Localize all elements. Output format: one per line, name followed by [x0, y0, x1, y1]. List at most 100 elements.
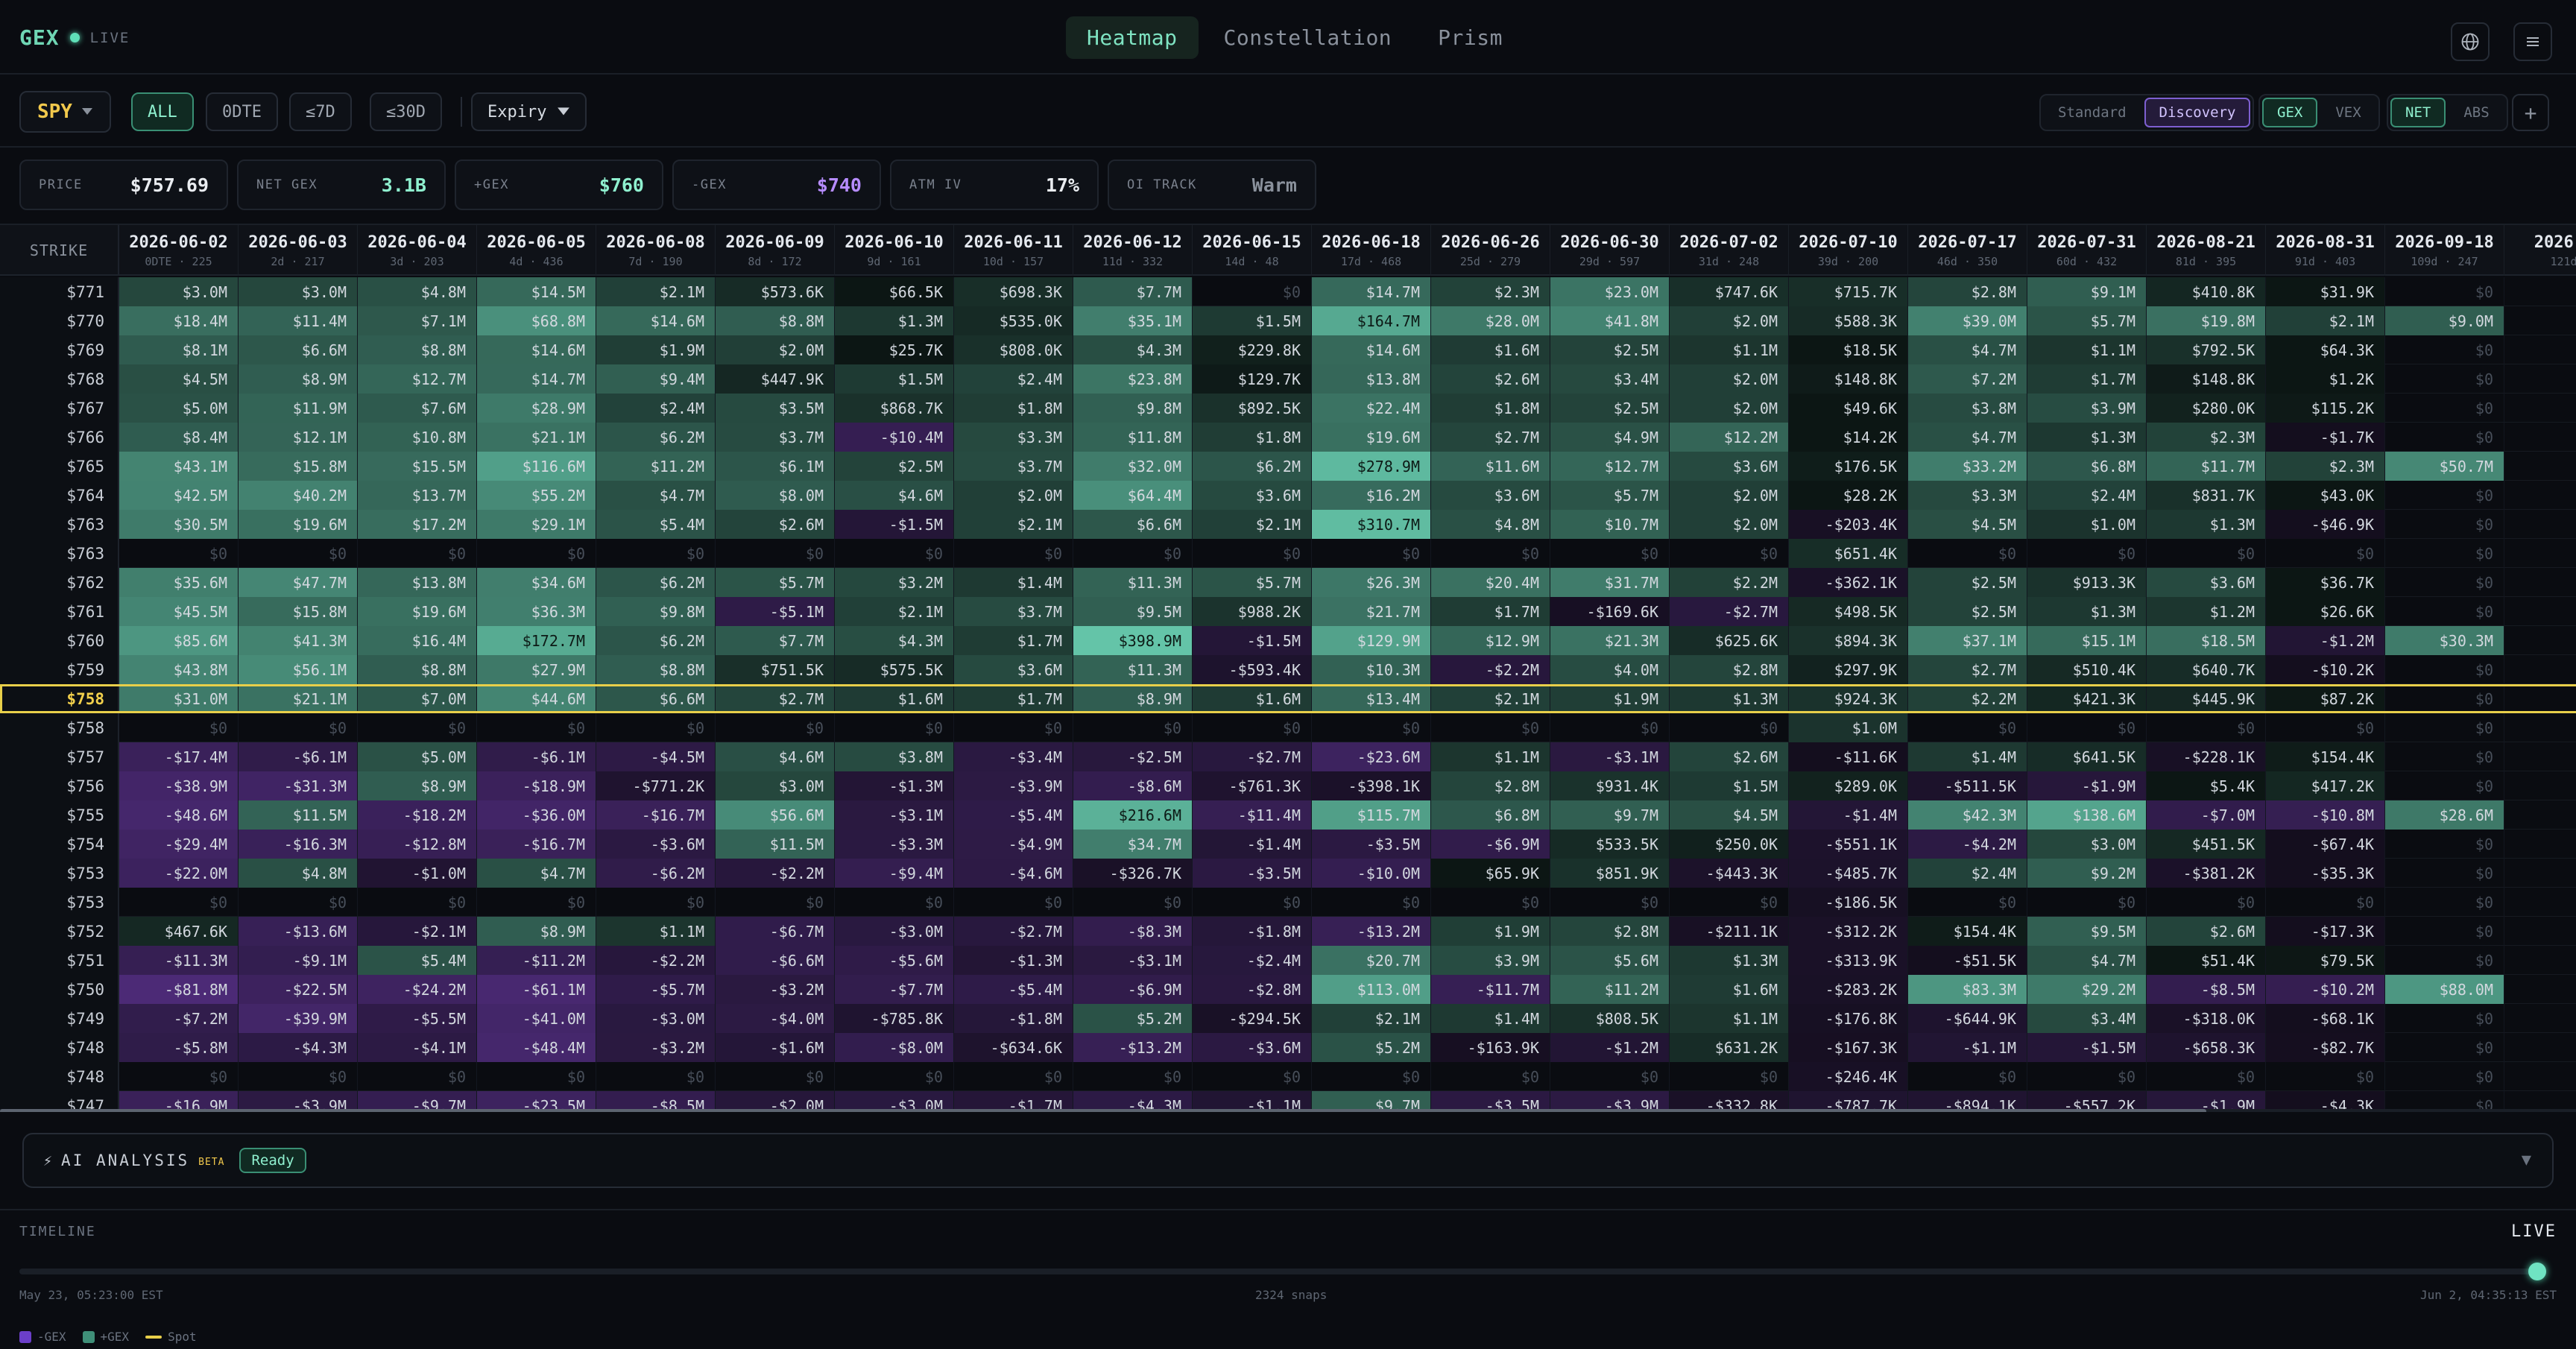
heatmap-cell[interactable]: $5.2M — [1312, 1033, 1431, 1062]
heatmap-cell[interactable]: -$511.5K — [1908, 771, 2027, 800]
heatmap-cell[interactable]: $1.1M — [1431, 742, 1550, 771]
heatmap-cell[interactable]: -$82.7K — [2266, 1033, 2385, 1062]
heatmap-cell[interactable]: $11.5M — [716, 830, 835, 859]
heatmap-cell[interactable]: $3.0M — [2027, 830, 2147, 859]
heatmap-cell[interactable]: $9.0M — [2385, 306, 2504, 335]
heatmap-cell[interactable]: $42.3M — [1908, 800, 2027, 830]
heatmap-cell[interactable]: $0 — [2385, 539, 2504, 568]
heatmap-cell[interactable]: $1.9M — [1431, 917, 1550, 946]
heatmap-cell[interactable]: -$8.6M — [1073, 771, 1193, 800]
heatmap-cell[interactable]: -$3.2M — [596, 1033, 716, 1062]
heatmap-cell[interactable]: $23.0M — [1550, 277, 1670, 306]
heatmap-cell[interactable]: $4.7M — [596, 481, 716, 510]
heatmap-cell[interactable]: $0 — [2385, 597, 2504, 626]
heatmap-cell[interactable]: -$485.7K — [1789, 859, 1908, 888]
heatmap-cell[interactable]: $0 — [239, 1062, 358, 1091]
heatmap-cell[interactable]: $1.1M — [2027, 335, 2147, 364]
heatmap-cell[interactable]: -$36.0M — [477, 800, 596, 830]
heatmap-cell[interactable]: -$4.2M — [1908, 830, 2027, 859]
heatmap-cell[interactable]: $250.0K — [1670, 830, 1789, 859]
heatmap-cell[interactable]: $26.6K — [2266, 597, 2385, 626]
heatmap-cell[interactable] — [2504, 510, 2576, 539]
heatmap-cell[interactable]: $47.7M — [239, 568, 358, 597]
heatmap-cell[interactable]: $2.7M — [716, 684, 835, 713]
heatmap-cell[interactable]: $1.4M — [1431, 1004, 1550, 1033]
heatmap-cell[interactable]: $30.5M — [119, 510, 239, 539]
heatmap-cell[interactable]: -$1.5M — [1193, 626, 1312, 655]
heatmap-cell[interactable]: $43.8M — [119, 655, 239, 684]
heatmap-cell[interactable]: $4.3M — [1073, 335, 1193, 364]
heatmap-cell[interactable]: $11.5M — [239, 800, 358, 830]
heatmap-cell[interactable]: $5.4K — [2147, 771, 2266, 800]
heatmap-cell[interactable]: -$2.0M — [716, 1091, 835, 1112]
heatmap-cell[interactable]: $0 — [2385, 1004, 2504, 1033]
heatmap-cell[interactable]: $16.2M — [1312, 481, 1431, 510]
heatmap-cell[interactable]: $2.8M — [1908, 277, 2027, 306]
ticker-select[interactable]: SPY — [19, 91, 111, 133]
heatmap-cell[interactable]: $0 — [2385, 917, 2504, 946]
heatmap-cell[interactable]: $0 — [596, 539, 716, 568]
heatmap-cell[interactable]: $1.3M — [1670, 684, 1789, 713]
heatmap-cell[interactable]: $116.6M — [477, 452, 596, 481]
heatmap-cell[interactable]: $533.5K — [1550, 830, 1670, 859]
heatmap-cell[interactable]: $451.5K — [2147, 830, 2266, 859]
heatmap-cell[interactable]: -$3.9M — [239, 1091, 358, 1112]
heatmap-cell[interactable]: -$312.2K — [1789, 917, 1908, 946]
heatmap-cell[interactable]: $0 — [1193, 277, 1312, 306]
heatmap-cell[interactable]: $11.4M — [239, 306, 358, 335]
filter-0dte[interactable]: 0DTE — [206, 92, 278, 131]
heatmap-cell[interactable]: $1.5M — [835, 364, 954, 394]
heatmap-cell[interactable]: $0 — [2385, 1033, 2504, 1062]
heatmap-cell[interactable] — [2504, 364, 2576, 394]
heatmap-cell[interactable]: $0 — [2147, 1062, 2266, 1091]
heatmap-cell[interactable]: $0 — [119, 539, 239, 568]
heatmap-cell[interactable]: $2.2M — [1670, 568, 1789, 597]
heatmap-cell[interactable]: $29.2M — [2027, 975, 2147, 1004]
heatmap-cell[interactable]: $0 — [2385, 481, 2504, 510]
heatmap-cell[interactable]: $0 — [1193, 1062, 1312, 1091]
heatmap-cell[interactable]: $0 — [2385, 568, 2504, 597]
column-header[interactable]: 2026-07-02 31d · 248 — [1670, 225, 1789, 276]
heatmap-cell[interactable]: -$2.7M — [1670, 597, 1789, 626]
heatmap-cell[interactable]: $0 — [1550, 713, 1670, 742]
heatmap-cell[interactable]: -$48.6M — [119, 800, 239, 830]
heatmap-cell[interactable]: $21.1M — [239, 684, 358, 713]
heatmap-cell[interactable]: $6.8M — [1431, 800, 1550, 830]
heatmap-cell[interactable]: $1.1M — [1670, 1004, 1789, 1033]
heatmap-cell[interactable]: -$246.4K — [1789, 1062, 1908, 1091]
heatmap-cell[interactable]: $0 — [1073, 713, 1193, 742]
heatmap-cell[interactable]: -$11.6K — [1789, 742, 1908, 771]
heatmap-cell[interactable]: -$3.0M — [835, 1091, 954, 1112]
heatmap-cell[interactable]: $1.5M — [1193, 306, 1312, 335]
heatmap-cell[interactable]: $19.6M — [1312, 423, 1431, 452]
heatmap-cell[interactable]: $498.5K — [1789, 597, 1908, 626]
heatmap-cell[interactable]: -$163.9K — [1431, 1033, 1550, 1062]
heatmap-cell[interactable]: -$5.4M — [954, 800, 1073, 830]
heatmap-cell[interactable]: $39.0M — [1908, 306, 2027, 335]
column-header[interactable]: 2026-08-21 81d · 395 — [2147, 225, 2266, 276]
heatmap-cell[interactable]: $3.7M — [716, 423, 835, 452]
heatmap-cell[interactable]: $1.3M — [1670, 946, 1789, 975]
heatmap-cell[interactable]: -$1.8M — [1193, 917, 1312, 946]
heatmap-cell[interactable]: $913.3K — [2027, 568, 2147, 597]
heatmap-cell[interactable]: $0 — [596, 888, 716, 917]
heatmap-cell[interactable]: $0 — [2027, 1062, 2147, 1091]
heatmap-cell[interactable]: $1.6M — [1670, 975, 1789, 1004]
heatmap-cell[interactable]: -$593.4K — [1193, 655, 1312, 684]
heatmap-cell[interactable]: $28.9M — [477, 394, 596, 423]
heatmap-cell[interactable]: $36.3M — [477, 597, 596, 626]
heatmap-cell[interactable]: $0 — [1193, 888, 1312, 917]
heatmap-cell[interactable]: $3.6M — [2147, 568, 2266, 597]
heatmap-cell[interactable]: $1.6M — [1431, 335, 1550, 364]
heatmap-cell[interactable]: $50.7M — [2385, 452, 2504, 481]
heatmap-cell[interactable]: $4.3M — [835, 626, 954, 655]
heatmap-cell[interactable]: $0 — [1073, 539, 1193, 568]
heatmap-cell[interactable]: $6.6M — [1073, 510, 1193, 539]
heatmap-cell[interactable]: $3.9M — [1431, 946, 1550, 975]
heatmap-cell[interactable]: -$1.2M — [1550, 1033, 1670, 1062]
heatmap-cell[interactable]: $64.4M — [1073, 481, 1193, 510]
heatmap-cell[interactable]: $1.3M — [2027, 597, 2147, 626]
mode-standard[interactable]: Standard — [2058, 104, 2127, 121]
column-header[interactable]: 2026-06-26 25d · 279 — [1431, 225, 1550, 276]
heatmap-cell[interactable]: $0 — [716, 539, 835, 568]
